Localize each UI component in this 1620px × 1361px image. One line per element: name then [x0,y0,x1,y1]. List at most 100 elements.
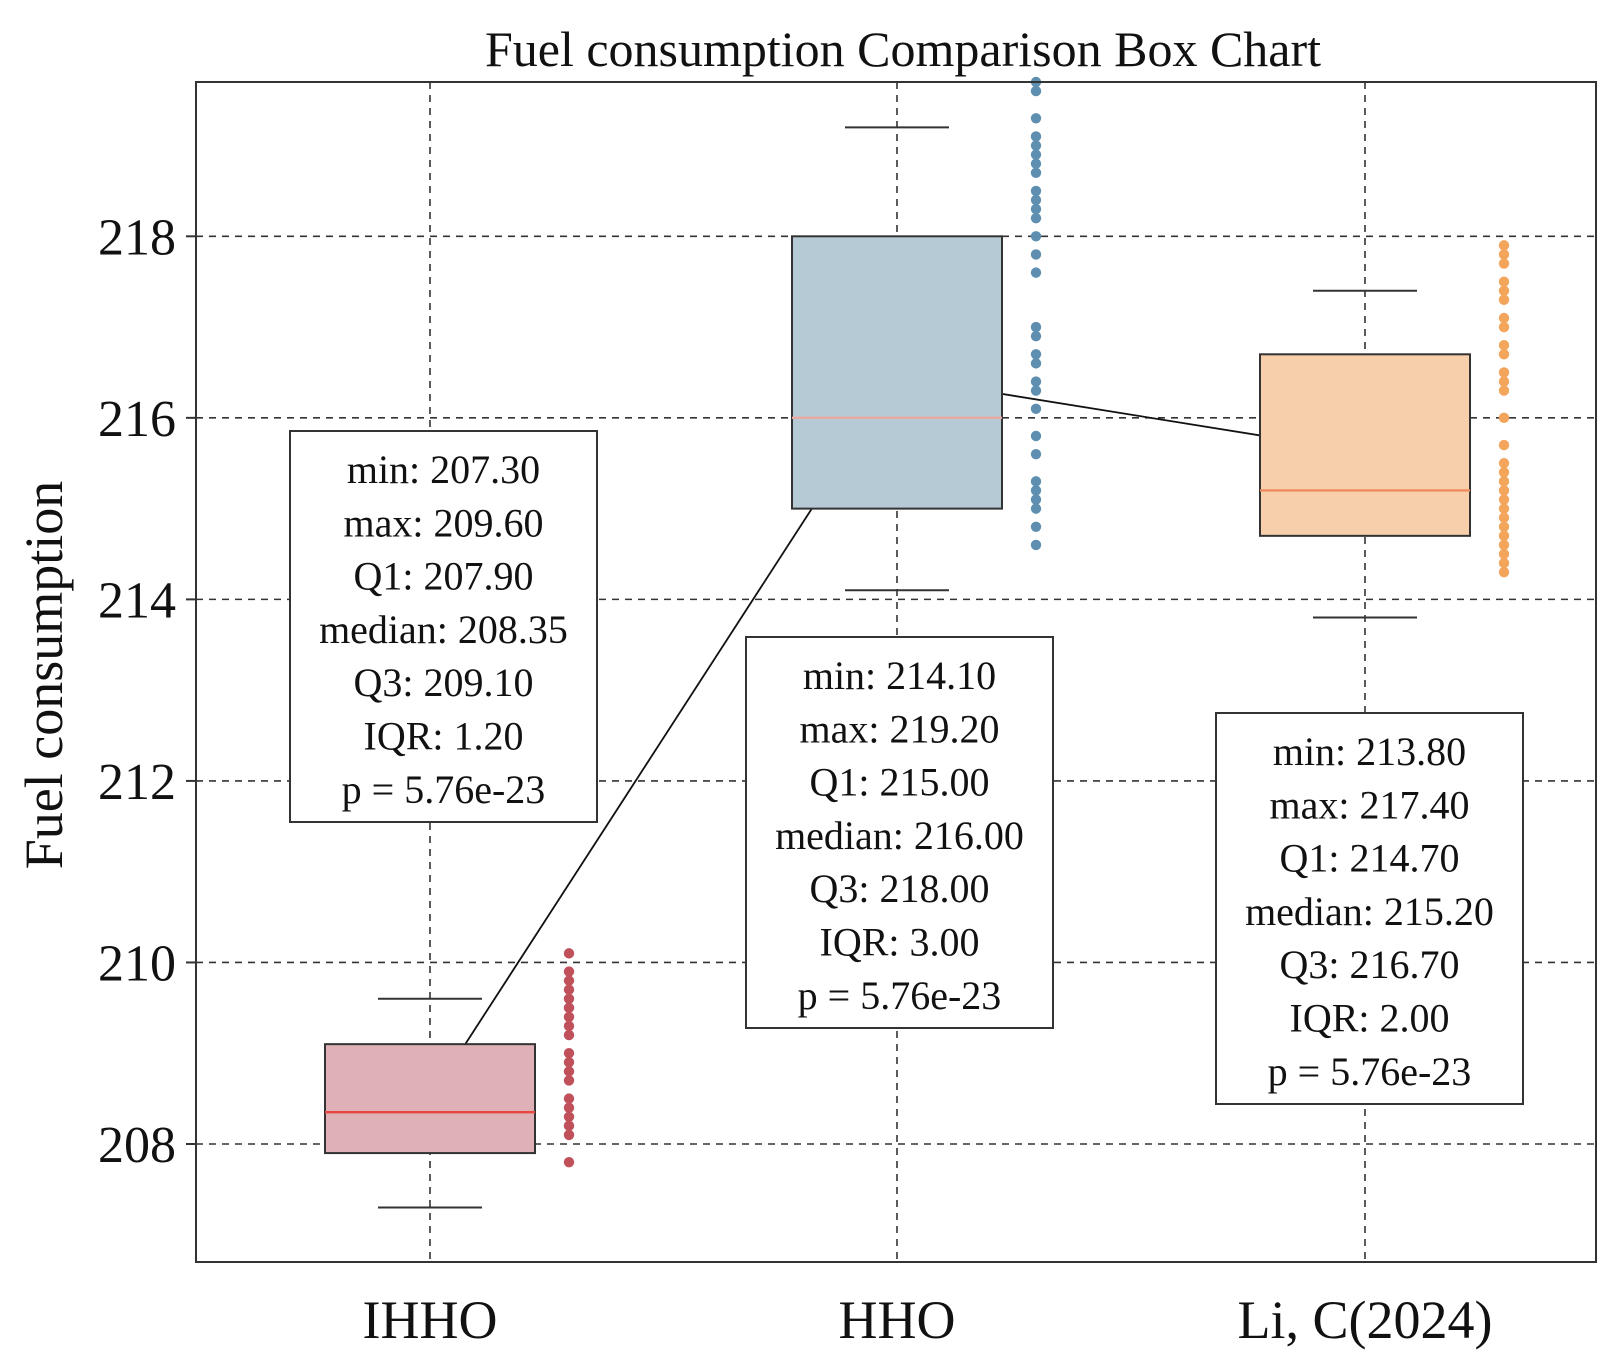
data-point-9 [1030,385,1042,396]
data-point-21 [1498,312,1510,324]
stats-boxes: min: 207.30 max: 209.60 Q1: 207.90 median: … [289,430,1524,1105]
stats-line-3: median: 215.20 [1245,889,1494,934]
data-point-15 [1030,267,1042,278]
data-point-16 [1030,249,1042,260]
data-point-3 [1030,494,1042,505]
data-point-24 [1498,276,1510,287]
data-point-8 [563,1057,575,1068]
stats-line-0: min: 214.10 [803,653,996,698]
data-point-14 [1498,412,1510,424]
data-point-21 [1030,185,1042,197]
data-point-11 [1030,358,1042,369]
stats-line-2: Q1: 207.90 [354,554,534,599]
data-point-11 [563,1020,575,1032]
data-point-7 [1030,430,1042,442]
x-tick-label-0: IHHO [363,1290,498,1350]
data-point-3 [563,1111,575,1122]
chart-title: Fuel consumption Comparison Box Chart [485,21,1321,77]
x-tick-label-2: Li, C(2024) [1238,1290,1493,1350]
stats-line-0: min: 207.30 [347,447,540,492]
stats-line-6: p = 5.76e-23 [798,973,1002,1018]
stats-line-2: Q1: 215.00 [810,760,990,805]
data-point-22 [1030,167,1042,178]
data-point-23 [1498,285,1510,296]
data-point-15 [1498,385,1510,396]
plot-frame [195,81,1597,1263]
data-point-20 [1030,194,1042,206]
data-point-6 [1030,448,1042,460]
stats-line-1: max: 209.60 [344,500,544,545]
data-point-5 [563,1093,575,1104]
stats-line-5: IQR: 2.00 [1290,996,1450,1041]
y-tick-label-3: 214 [98,572,176,629]
x-tick-label-1: HHO [839,1290,956,1350]
data-point-13 [1498,439,1510,451]
stats-box-0: min: 207.30 max: 209.60 Q1: 207.90 median: … [289,430,598,823]
data-point-14 [1030,321,1042,333]
stats-box-frame [289,430,598,823]
data-point-27 [1498,240,1510,251]
box-plot-1 [791,76,1042,592]
stats-line-0: min: 213.80 [1273,729,1466,774]
data-point-18 [1498,349,1510,360]
data-point-24 [1030,149,1042,160]
data-point-12 [1498,458,1510,469]
stats-line-1: max: 217.40 [1270,782,1470,827]
data-point-13 [1030,330,1042,342]
stats-line-6: p = 5.76e-23 [1268,1049,1472,1094]
data-point-12 [1030,349,1042,360]
data-point-9 [1498,485,1510,496]
stats-line-4: Q3: 218.00 [810,866,990,911]
stats-line-4: Q3: 216.70 [1280,942,1460,987]
data-point-11 [1498,467,1510,478]
data-point-26 [1498,249,1510,260]
box-iqr [1259,353,1471,537]
data-point-28 [1030,85,1042,97]
box-iqr [324,1043,536,1155]
y-tick-label-1: 210 [98,935,176,992]
data-point-0 [563,1156,575,1168]
data-point-13 [563,1002,575,1014]
data-point-12 [563,1011,575,1023]
stats-box-2: min: 213.80 max: 217.40 Q1: 214.70 median: … [1215,712,1524,1105]
data-point-7 [1498,503,1510,514]
data-point-23 [1030,158,1042,169]
data-points [1030,76,1042,551]
data-point-2 [1030,503,1042,514]
stats-line-5: IQR: 1.20 [364,714,524,759]
box-iqr [791,235,1003,510]
stats-line-1: max: 219.20 [800,706,1000,751]
stats-line-3: median: 208.35 [319,607,568,652]
data-point-1 [1498,557,1510,569]
data-point-6 [1498,512,1510,523]
data-point-10 [563,1029,575,1041]
data-point-0 [1030,539,1042,551]
data-point-4 [1030,485,1042,496]
stats-box-frame [745,636,1054,1029]
data-point-6 [563,1075,575,1086]
data-point-10 [1498,476,1510,487]
data-point-25 [1030,140,1042,151]
data-point-19 [1030,203,1042,215]
data-point-26 [1030,131,1042,142]
stats-line-6: p = 5.76e-23 [342,767,546,812]
y-tick-label-4: 216 [98,391,176,448]
data-point-17 [1030,231,1042,242]
data-point-20 [1498,321,1510,333]
data-point-9 [563,1048,575,1059]
data-point-10 [1030,376,1042,387]
box-plot-0 [324,948,575,1209]
data-point-5 [1498,521,1510,532]
data-point-7 [563,1066,575,1077]
y-tick-label-2: 212 [98,754,176,811]
y-tick-label-5: 218 [98,209,176,266]
data-point-14 [563,993,575,1004]
data-point-16 [563,975,575,986]
stats-box-1: min: 214.10 max: 219.20 Q1: 215.00 median: … [745,636,1054,1029]
data-points [1498,240,1510,578]
data-point-17 [563,966,575,977]
data-point-1 [563,1129,575,1141]
stats-line-2: Q1: 214.70 [1280,836,1460,881]
stats-box-frame [1215,712,1524,1105]
